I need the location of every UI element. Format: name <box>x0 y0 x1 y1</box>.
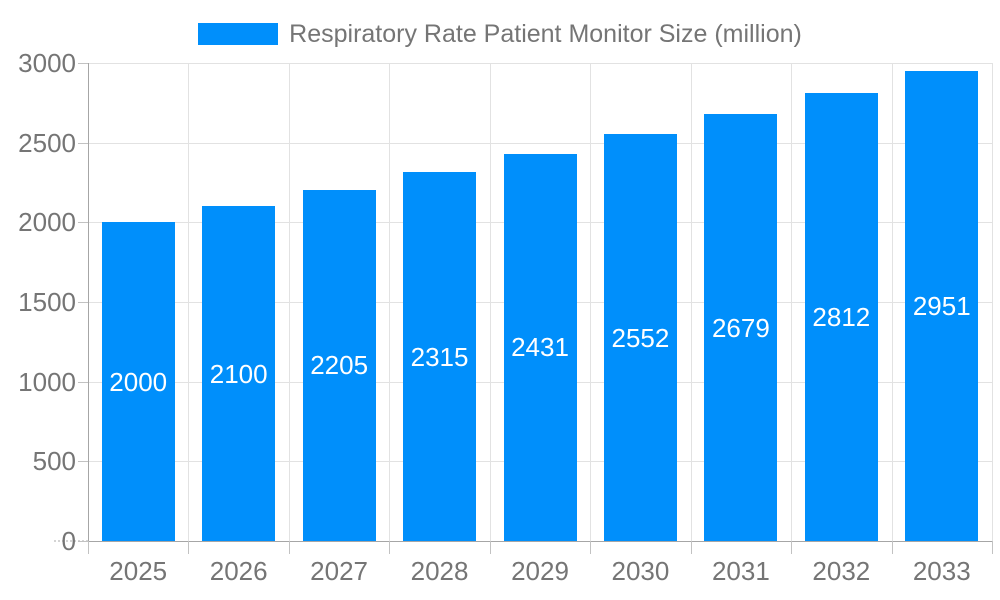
x-axis-label: 2030 <box>611 556 670 586</box>
y-axis-line <box>88 63 89 554</box>
gridline-vertical <box>288 63 290 541</box>
y-axis-label: 1000 <box>18 366 76 397</box>
y-axis-tick <box>78 302 88 303</box>
x-axis-tick <box>791 541 793 554</box>
x-axis-label: 2028 <box>410 556 469 586</box>
bar-value-label: 2812 <box>812 301 871 332</box>
y-axis-label: 2500 <box>18 127 76 158</box>
y-axis-label: 500 <box>32 446 76 477</box>
x-axis-tick <box>992 541 993 554</box>
x-axis-label: 2032 <box>812 556 871 586</box>
bar-value-label: 2431 <box>511 332 569 363</box>
bar-2028[interactable] <box>403 172 477 541</box>
bar-2025[interactable] <box>101 222 175 541</box>
y-axis-label: 0 <box>61 526 76 556</box>
x-axis-line <box>88 541 992 542</box>
bar-2029[interactable] <box>503 153 577 541</box>
bar-value-label: 2679 <box>711 312 770 343</box>
x-axis-label: 2029 <box>511 556 569 586</box>
bar-value-label: 2000 <box>109 366 168 397</box>
gridline-vertical <box>690 63 692 541</box>
x-axis-tick <box>590 541 592 554</box>
bar-value-label: 2552 <box>611 322 670 353</box>
y-axis-label: 2000 <box>18 207 76 238</box>
legend-swatch[interactable] <box>198 23 279 45</box>
gridline-horizontal <box>88 63 992 64</box>
x-axis-tick <box>690 541 692 554</box>
x-axis-label: 2031 <box>711 556 770 586</box>
x-axis-tick <box>891 541 893 554</box>
bar-value-label: 2951 <box>912 290 971 321</box>
gridline-horizontal <box>88 142 992 144</box>
bar-value-label: 2100 <box>209 358 268 389</box>
gridline-vertical <box>489 63 491 541</box>
y-axis-tick <box>78 222 88 224</box>
gridline-vertical <box>389 63 391 541</box>
legend-label[interactable]: Respiratory Rate Patient Monitor Size (m… <box>289 19 802 48</box>
gridline-vertical <box>188 63 190 541</box>
y-axis-tick <box>78 541 88 542</box>
y-axis-label: 1500 <box>18 287 76 317</box>
x-axis-tick <box>389 541 391 554</box>
bar-2026[interactable] <box>202 206 276 541</box>
legend: Respiratory Rate Patient Monitor Size (m… <box>0 20 1000 48</box>
x-axis-label: 2027 <box>310 556 369 586</box>
x-axis-tick <box>88 541 89 554</box>
bar-2033[interactable] <box>905 70 979 541</box>
x-axis-label: 2026 <box>209 556 268 586</box>
x-axis-label: 2025 <box>109 556 168 586</box>
x-axis-label: 2033 <box>912 556 971 586</box>
bar-2030[interactable] <box>603 134 677 541</box>
gridline-vertical <box>992 63 993 541</box>
zero-tick-dotted-line <box>54 540 88 542</box>
gridline-vertical <box>791 63 793 541</box>
y-axis-tick <box>78 461 88 463</box>
bar-value-label: 2315 <box>410 341 469 372</box>
gridline-vertical <box>891 63 893 541</box>
y-axis-tick <box>78 142 88 144</box>
bar-2032[interactable] <box>804 92 878 541</box>
y-axis-tick <box>78 63 88 64</box>
y-axis-tick <box>78 381 88 383</box>
x-axis-tick <box>188 541 190 554</box>
x-axis-tick <box>489 541 491 554</box>
bar-2031[interactable] <box>704 114 778 541</box>
x-axis-tick <box>288 541 290 554</box>
gridline-vertical <box>590 63 592 541</box>
bar-2027[interactable] <box>302 189 376 541</box>
bar-value-label: 2205 <box>310 350 369 381</box>
y-axis-label: 3000 <box>18 48 76 78</box>
